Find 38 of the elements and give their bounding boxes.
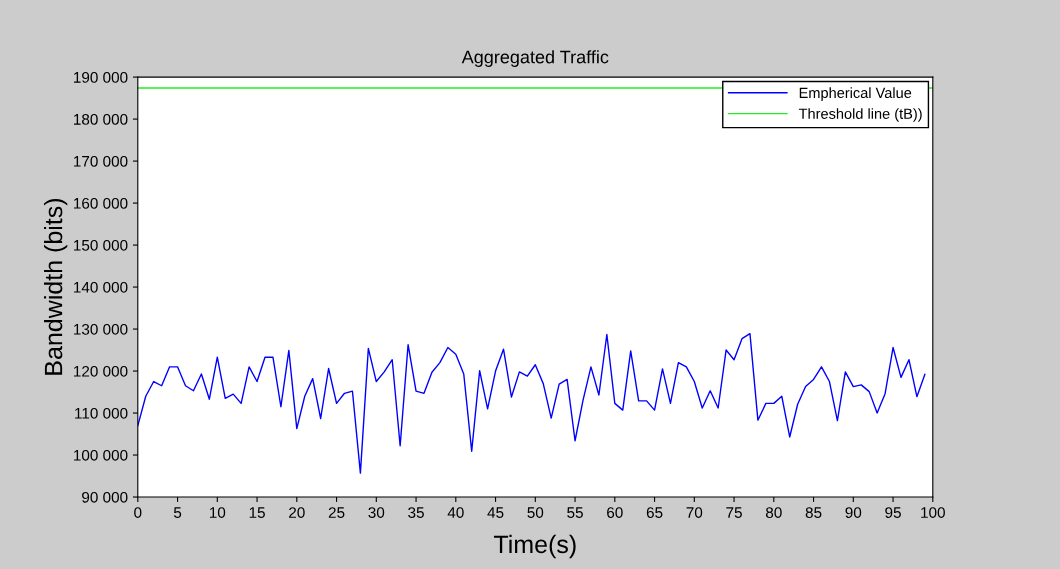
x-tick-label: 80 [765, 507, 782, 518]
x-tick-label: 20 [289, 507, 305, 518]
y-axis-title: Bandwidth (bits) [44, 198, 68, 375]
x-tick-label: 55 [567, 507, 583, 518]
y-tick-label: 100 000 [74, 449, 128, 461]
line-series [137, 332, 926, 474]
x-tick-label: 100 [921, 507, 945, 518]
y-tick-label: 140 000 [74, 281, 128, 293]
x-tick-label: 25 [328, 507, 345, 518]
x-tick-label: 40 [447, 507, 464, 518]
x-tick-label: 10 [209, 507, 226, 518]
y-tick-label: 150 000 [74, 239, 128, 251]
x-tick-label: 90 [845, 507, 862, 518]
legend-label: Empherical Value [799, 87, 912, 101]
y-tick-label: 90 000 [82, 491, 128, 503]
x-tick-label: 0 [134, 507, 142, 518]
x-tick-label: 60 [607, 507, 623, 518]
x-tick-label: 5 [173, 507, 182, 518]
x-tick-label: 85 [805, 507, 822, 518]
x-tick-label: 15 [249, 507, 265, 518]
x-tick-label: 35 [408, 507, 424, 518]
x-axis-title: Time(s) [493, 534, 576, 559]
legend-label: Threshold line (tB)) [798, 108, 922, 122]
y-tick-label: 170 000 [74, 155, 128, 167]
x-tick-label: 30 [368, 507, 385, 518]
chart-title: Aggregated Traffic [461, 50, 609, 67]
y-tick-label: 130 000 [74, 323, 128, 335]
y-tick-label: 180 000 [74, 113, 128, 125]
y-tick-label: 160 000 [74, 197, 128, 209]
y-tick-label: 110 000 [75, 407, 128, 419]
x-tick-label: 75 [726, 507, 742, 518]
y-tick-label: 190 000 [74, 71, 128, 83]
x-tick-label: 65 [646, 507, 663, 518]
x-tick-label: 45 [487, 507, 504, 518]
x-tick-label: 50 [527, 507, 544, 518]
x-tick-label: 70 [686, 507, 703, 518]
y-tick-label: 120 000 [74, 365, 128, 377]
x-tick-label: 95 [885, 507, 901, 518]
